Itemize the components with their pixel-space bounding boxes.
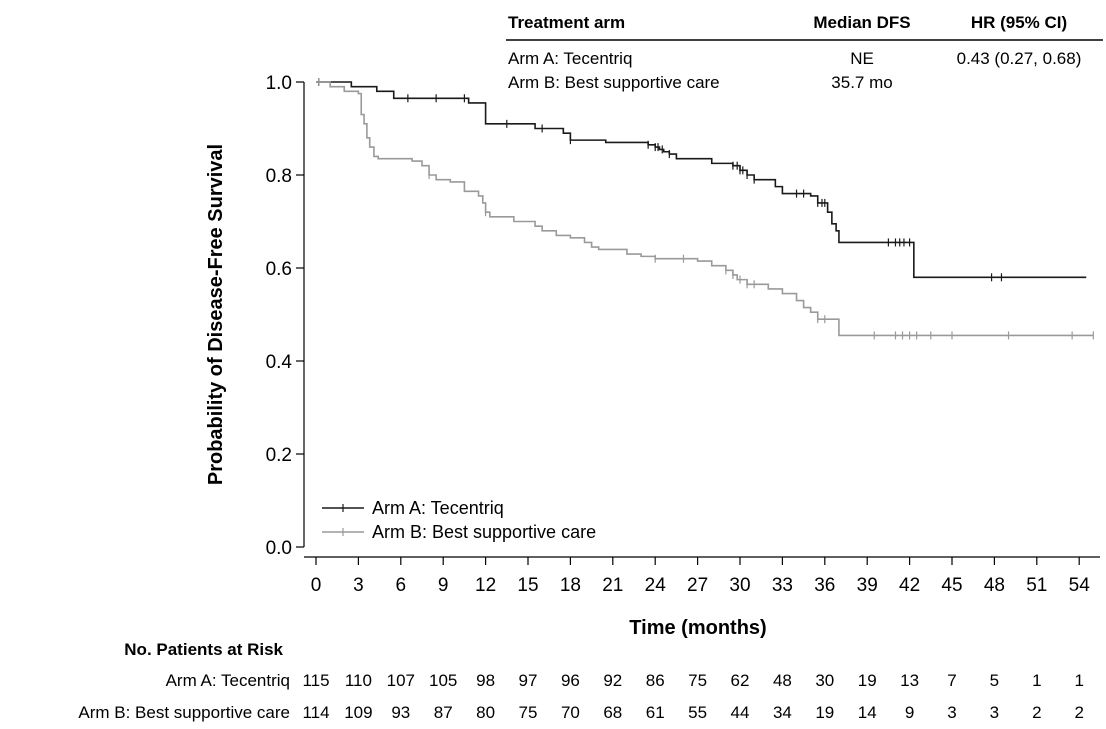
x-tick-label-3: 9 <box>438 575 449 596</box>
legend: Arm A: Tecentriq Arm B: Best supportive c… <box>322 498 596 542</box>
risk-value-0-18: 1 <box>1074 671 1083 690</box>
y-tick-label-3: 0.6 <box>266 259 292 280</box>
risk-value-0-16: 5 <box>990 671 999 690</box>
x-tick-label-14: 42 <box>899 575 920 596</box>
risk-value-0-7: 92 <box>603 671 622 690</box>
risk-value-1-0: 114 <box>302 703 329 722</box>
risk-value-1-9: 55 <box>688 703 707 722</box>
x-tick-label-0: 0 <box>311 575 322 596</box>
risk-value-0-9: 75 <box>688 671 707 690</box>
risk-value-0-14: 13 <box>900 671 919 690</box>
x-tick-label-1: 3 <box>353 575 364 596</box>
x-tick-label-16: 48 <box>984 575 1005 596</box>
risk-value-1-17: 2 <box>1032 703 1041 722</box>
risk-value-1-18: 2 <box>1074 703 1083 722</box>
risk-value-1-10: 44 <box>731 703 750 722</box>
y-axis-title: Probability of Disease-Free Survival <box>205 144 227 485</box>
risk-value-1-12: 19 <box>815 703 834 722</box>
risk-value-0-4: 98 <box>476 671 495 690</box>
risk-row-label-1: Arm B: Best supportive care <box>78 703 290 722</box>
legend-label-1: Arm B: Best supportive care <box>372 522 596 542</box>
risk-table-title: No. Patients at Risk <box>124 640 283 659</box>
risk-value-1-5: 75 <box>519 703 538 722</box>
summary-header-0: Treatment arm <box>508 13 625 32</box>
risk-value-0-15: 7 <box>947 671 956 690</box>
x-tick-label-5: 15 <box>517 575 538 596</box>
x-tick-label-2: 6 <box>396 575 407 596</box>
x-tick-label-12: 36 <box>814 575 835 596</box>
y-tick-label-2: 0.4 <box>266 352 293 373</box>
risk-value-1-13: 14 <box>858 703 877 722</box>
y-tick-label-0: 0.0 <box>266 538 292 559</box>
series-line-1 <box>316 81 1094 337</box>
x-tick-label-11: 33 <box>772 575 793 596</box>
risk-value-1-6: 70 <box>561 703 580 722</box>
risk-value-1-2: 93 <box>391 703 410 722</box>
x-tick-label-13: 39 <box>857 575 878 596</box>
x-tick-label-9: 27 <box>687 575 708 596</box>
x-tick-label-7: 21 <box>602 575 623 596</box>
risk-value-0-8: 86 <box>646 671 665 690</box>
risk-value-0-13: 19 <box>858 671 877 690</box>
risk-value-1-1: 109 <box>344 703 372 722</box>
summary-header-1: Median DFS <box>813 13 910 32</box>
summary-cell-0-2: 0.43 (0.27, 0.68) <box>957 49 1082 68</box>
axes: 0.00.20.40.60.81.00 3 6 9 12 15 18 21 24 27 30 33 36… <box>205 73 1100 639</box>
risk-value-0-10: 62 <box>731 671 750 690</box>
risk-value-0-6: 96 <box>561 671 580 690</box>
survival-curves <box>316 78 1094 340</box>
risk-value-1-7: 68 <box>603 703 622 722</box>
x-tick-label-15: 45 <box>941 575 962 596</box>
risk-value-1-15: 3 <box>947 703 956 722</box>
x-tick-label-6: 18 <box>560 575 581 596</box>
x-tick-label-4: 12 <box>475 575 496 596</box>
summary-header-2: HR (95% CI) <box>971 13 1067 32</box>
risk-value-1-8: 61 <box>646 703 665 722</box>
series-line-0 <box>316 81 1087 279</box>
risk-value-0-11: 48 <box>773 671 792 690</box>
risk-value-1-11: 34 <box>773 703 792 722</box>
risk-value-0-5: 97 <box>519 671 538 690</box>
risk-value-0-2: 107 <box>387 671 415 690</box>
risk-value-1-14: 9 <box>905 703 914 722</box>
y-tick-label-4: 0.8 <box>266 166 292 187</box>
x-tick-label-18: 54 <box>1069 575 1091 596</box>
summary-table: Treatment arm Median DFS HR (95% CI) Arm A:… <box>506 13 1103 92</box>
risk-value-0-17: 1 <box>1032 671 1041 690</box>
summary-cell-1-0: Arm B: Best supportive care <box>508 73 720 92</box>
risk-value-1-16: 3 <box>990 703 999 722</box>
y-tick-label-5: 1.0 <box>266 73 292 94</box>
x-tick-label-8: 24 <box>645 575 667 596</box>
summary-cell-0-0: Arm A: Tecentriq <box>508 49 632 68</box>
risk-value-0-3: 105 <box>429 671 457 690</box>
y-tick-label-1: 0.2 <box>266 445 292 466</box>
risk-row-label-0: Arm A: Tecentriq <box>166 671 290 690</box>
risk-value-1-3: 87 <box>434 703 453 722</box>
risk-value-0-0: 115 <box>302 671 329 690</box>
risk-value-0-1: 110 <box>345 671 372 690</box>
x-tick-label-10: 30 <box>729 575 750 596</box>
x-tick-label-17: 51 <box>1026 575 1047 596</box>
legend-label-0: Arm A: Tecentriq <box>372 498 504 518</box>
summary-cell-1-1: 35.7 mo <box>831 73 892 92</box>
x-axis-title: Time (months) <box>629 617 766 639</box>
risk-value-1-4: 80 <box>476 703 495 722</box>
summary-cell-0-1: NE <box>850 49 874 68</box>
risk-value-0-12: 30 <box>815 671 834 690</box>
